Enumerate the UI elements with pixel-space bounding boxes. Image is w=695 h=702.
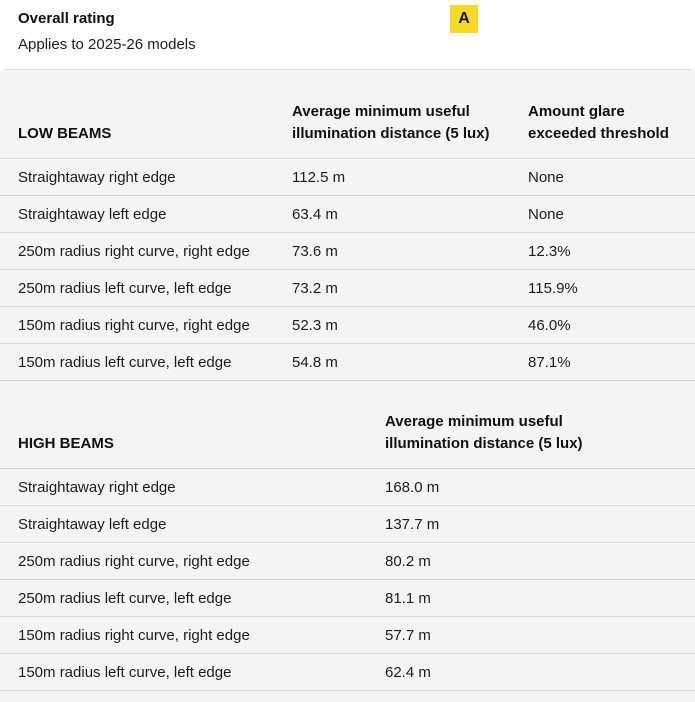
table-row: 250m radius left curve, left edge 73.2 m… — [0, 269, 695, 307]
low-beams-header-row: LOW BEAMS Average minimum useful illumin… — [0, 70, 695, 159]
distance-value: 57.7 m — [385, 616, 695, 654]
overall-rating-header: Overall rating A Applies to 2025-26 mode… — [0, 0, 695, 69]
high-beams-header-row: HIGH BEAMS Average minimum useful illumi… — [0, 381, 695, 469]
distance-value: 80.2 m — [385, 542, 695, 580]
distance-header-line2: illumination distance (5 lux) — [385, 435, 583, 452]
distance-value: 81.1 m — [385, 579, 695, 617]
table-row: 250m radius right curve, right edge 73.6… — [0, 232, 695, 270]
table-row: 150m radius right curve, right edge 52.3… — [0, 306, 695, 344]
table-row: 250m radius left curve, left edge 81.1 m — [0, 579, 695, 617]
row-label: Straightaway right edge — [0, 158, 292, 196]
glare-value: None — [528, 158, 695, 196]
high-beams-table: HIGH BEAMS Average minimum useful illumi… — [0, 381, 695, 691]
row-label: 250m radius right curve, right edge — [0, 232, 292, 270]
distance-value: 52.3 m — [292, 306, 528, 344]
glare-value: 87.1% — [528, 343, 695, 381]
row-label: Straightaway right edge — [0, 468, 385, 506]
high-beams-label: HIGH BEAMS — [0, 381, 385, 469]
row-label: Straightaway left edge — [0, 505, 385, 543]
row-label: 150m radius right curve, right edge — [0, 616, 385, 654]
ratings-detail-section: LOW BEAMS Average minimum useful illumin… — [0, 70, 695, 702]
table-row: Straightaway left edge 63.4 m None — [0, 195, 695, 233]
row-label: 250m radius left curve, left edge — [0, 579, 385, 617]
distance-value: 112.5 m — [292, 158, 528, 196]
table-row: Straightaway right edge 112.5 m None — [0, 158, 695, 196]
glare-value: None — [528, 195, 695, 233]
distance-column-header: Average minimum useful illumination dist… — [292, 70, 528, 159]
distance-header-line1: Average minimum useful — [385, 413, 563, 430]
table-row: 150m radius left curve, left edge 54.8 m… — [0, 343, 695, 381]
table-row: Straightaway right edge 168.0 m — [0, 468, 695, 506]
table-row: 250m radius right curve, right edge 80.2… — [0, 542, 695, 580]
glare-column-header: Amount glare exceeded threshold — [528, 70, 695, 159]
models-note: Applies to 2025-26 models — [18, 36, 196, 53]
distance-header-line2: illumination distance (5 lux) — [292, 125, 490, 142]
distance-value: 63.4 m — [292, 195, 528, 233]
table-row: 150m radius right curve, right edge 57.7… — [0, 616, 695, 654]
glare-value: 12.3% — [528, 232, 695, 270]
distance-value: 73.2 m — [292, 269, 528, 307]
distance-value: 168.0 m — [385, 468, 695, 506]
row-label: 250m radius right curve, right edge — [0, 542, 385, 580]
low-beams-label: LOW BEAMS — [0, 70, 292, 159]
distance-header-line1: Average minimum useful — [292, 103, 470, 120]
low-beams-table: LOW BEAMS Average minimum useful illumin… — [0, 70, 695, 381]
distance-value: 73.6 m — [292, 232, 528, 270]
table-row: Straightaway left edge 137.7 m — [0, 505, 695, 543]
distance-column-header: Average minimum useful illumination dist… — [385, 381, 695, 469]
glare-header-line1: Amount glare — [528, 103, 625, 120]
glare-value: 46.0% — [528, 306, 695, 344]
glare-header-line2: exceeded threshold — [528, 125, 669, 142]
row-label: 250m radius left curve, left edge — [0, 269, 292, 307]
glare-value: 115.9% — [528, 269, 695, 307]
row-label: 150m radius left curve, left edge — [0, 343, 292, 381]
distance-value: 62.4 m — [385, 653, 695, 691]
row-label: 150m radius right curve, right edge — [0, 306, 292, 344]
rating-badge: A — [450, 5, 478, 33]
row-label: 150m radius left curve, left edge — [0, 653, 385, 691]
row-label: Straightaway left edge — [0, 195, 292, 233]
table-row: 150m radius left curve, left edge 62.4 m — [0, 653, 695, 691]
page-title: Overall rating — [18, 10, 115, 27]
distance-value: 54.8 m — [292, 343, 528, 381]
section-divider — [4, 69, 691, 70]
distance-value: 137.7 m — [385, 505, 695, 543]
